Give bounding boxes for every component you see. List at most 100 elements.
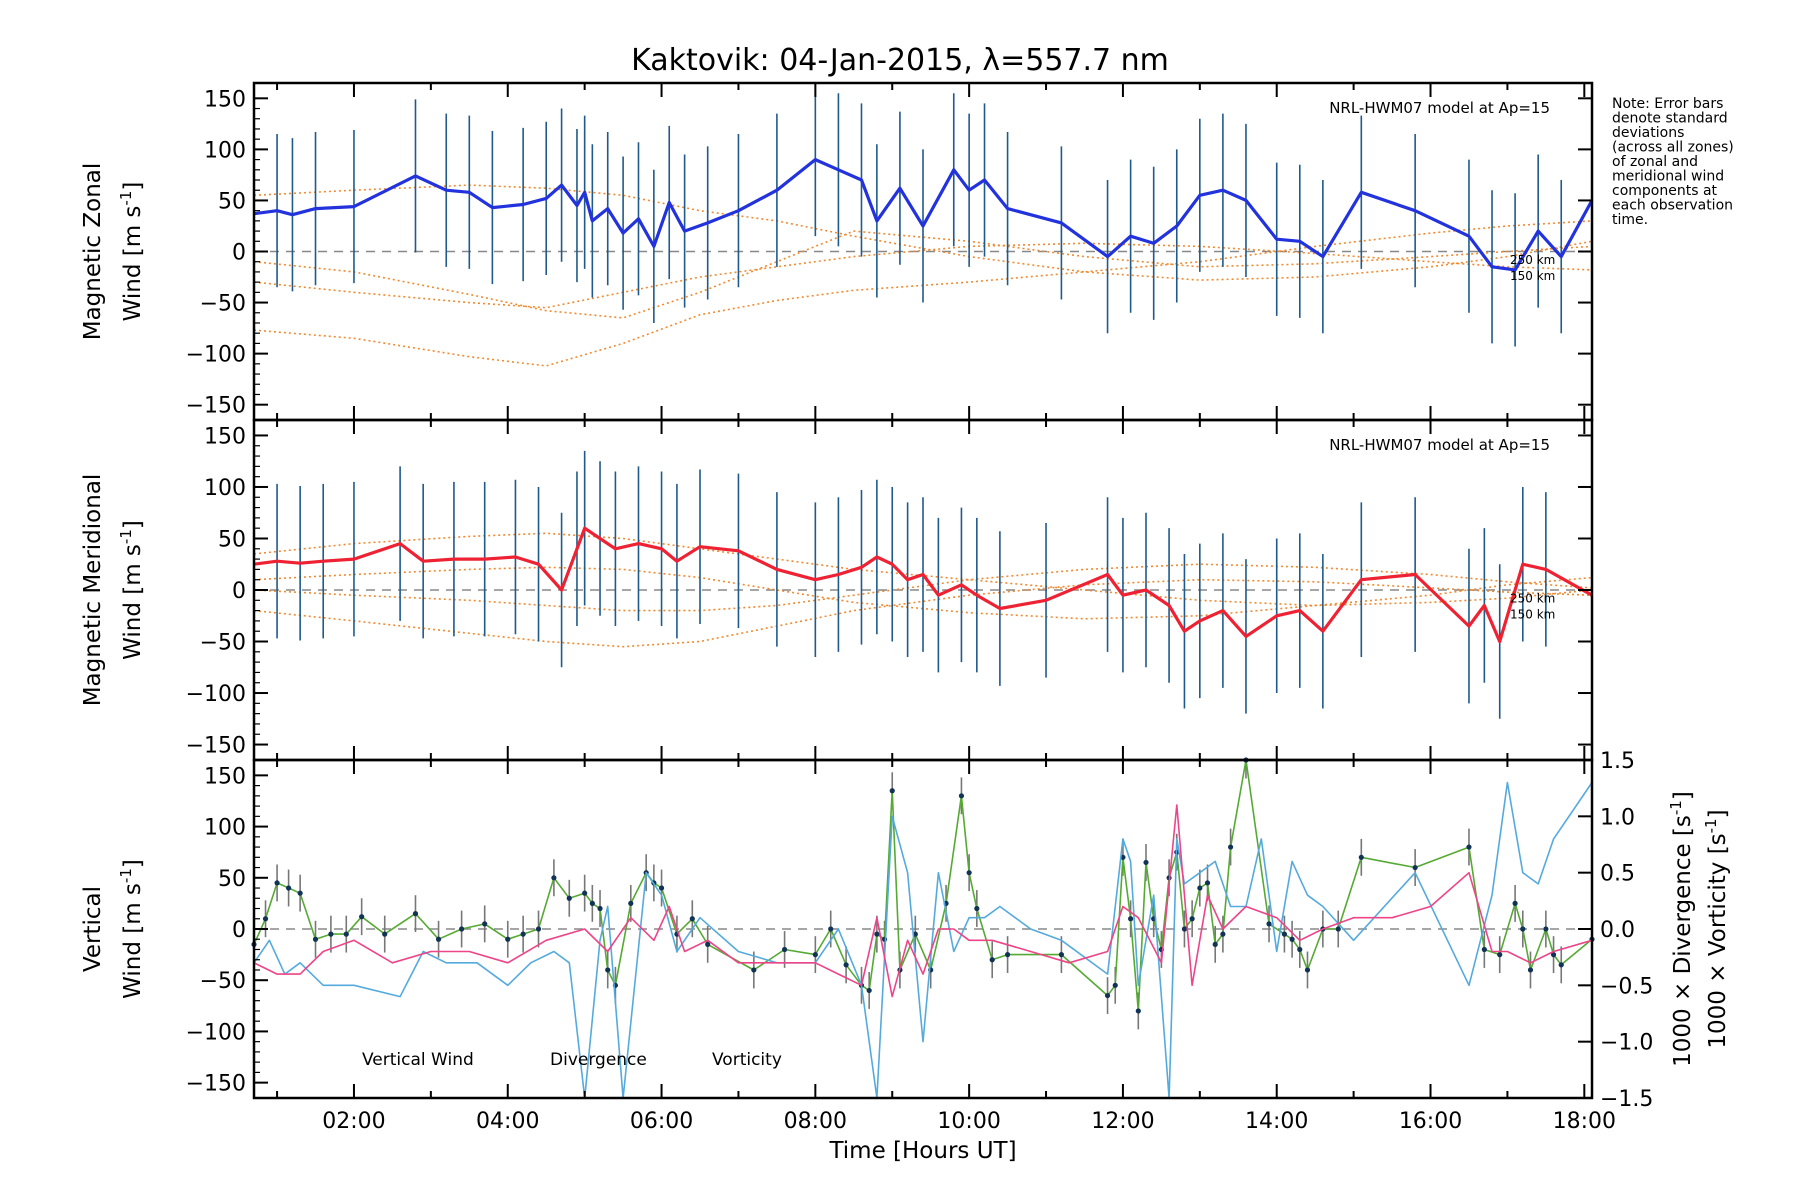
y-axis-label-line2: Wind [m s-1] — [117, 182, 146, 322]
vertical-wind-point — [1289, 936, 1295, 942]
vorticity-axis-label: 1000 × Vorticity [s-1] — [1702, 809, 1731, 1048]
vertical-wind-point — [412, 911, 419, 917]
vertical-wind-point — [274, 880, 280, 886]
y-tick-label: 100 — [204, 816, 246, 841]
vertical-wind-point — [1335, 926, 1341, 932]
vertical-wind-point — [382, 931, 388, 937]
vertical-wind-point — [1481, 946, 1487, 953]
note-line: deviations — [1612, 125, 1684, 141]
vertical-wind-point — [1297, 946, 1303, 953]
y-axis-label-wind: Wind [m s — [120, 883, 146, 999]
x-tick-label: 06:00 — [630, 1109, 693, 1134]
model-altitude-label: 150 km — [1510, 607, 1555, 621]
vorticity-series-line — [253, 804, 1593, 998]
vertical-wind-point — [889, 788, 895, 794]
wind-series-line — [253, 526, 1593, 644]
vertical-wind-point — [1197, 885, 1203, 891]
note-line: time. — [1612, 212, 1648, 228]
vertical-wind-point — [689, 916, 695, 922]
vertical-wind-point — [1220, 931, 1226, 937]
vertical-wind-point — [966, 870, 972, 876]
vertical-wind-point — [628, 900, 634, 906]
right-y-tick-label: 1.0 — [1600, 805, 1635, 830]
right-y-tick-label: −0.5 — [1600, 974, 1653, 999]
x-tick-label: 02:00 — [322, 1109, 385, 1134]
divergence-axis-label: 1000 × Divergence [s-1] — [1667, 791, 1696, 1067]
y-tick-label: 100 — [204, 476, 246, 501]
vertical-wind-point — [781, 946, 788, 953]
y-axis-label-wind: Wind [m s — [120, 544, 146, 660]
model-curve — [253, 532, 1593, 607]
y-tick-label: −100 — [186, 682, 246, 707]
vertical-wind-point — [589, 900, 595, 906]
y-axis-label-close: ] — [120, 520, 146, 529]
divergence-axis-text: 1000 × Divergence [s — [1670, 815, 1696, 1067]
vertical-wind-point — [1558, 962, 1564, 968]
vertical-wind-point — [705, 941, 711, 947]
vertical-wind-point — [1227, 844, 1234, 850]
y-axis-label-line1: Magnetic Zonal — [80, 163, 106, 341]
vertical-wind-point — [1358, 854, 1364, 860]
y-axis-label-exp: -1 — [117, 868, 135, 883]
right-y-tick-label: 0.5 — [1600, 862, 1635, 887]
meridional-wind-panel: 150 100 50 0 −50 −100 −150 Magnetic Meridional W… — [80, 418, 1594, 762]
y-tick-label: 150 — [204, 764, 246, 789]
divergence-axis-close: ] — [1670, 791, 1696, 800]
chart-title: Kaktovik: 04-Jan-2015, λ=557.7 nm — [631, 43, 1169, 78]
vertical-wind-point — [1128, 916, 1134, 922]
vorticity-axis-exp: -1 — [1702, 818, 1720, 833]
y-axis-label-wind: Wind [m s — [120, 206, 146, 322]
y-axis-label-close: ] — [120, 859, 146, 868]
vertical-wind-point — [359, 914, 365, 920]
legend-entry: Divergence — [550, 1050, 647, 1070]
vertical-wind-point — [658, 885, 665, 891]
vertical-wind-point — [505, 936, 511, 942]
vertical-wind-point — [1266, 921, 1272, 927]
y-tick-label: −150 — [186, 734, 246, 759]
vertical-wind-point — [974, 905, 980, 912]
model-curve — [253, 566, 1593, 620]
vertical-wind-point — [1281, 931, 1288, 937]
x-tick-label: 10:00 — [937, 1109, 1000, 1134]
vertical-wind-point — [1058, 952, 1065, 958]
model-curve — [253, 242, 1593, 309]
note-line: Note: Error bars — [1612, 96, 1723, 112]
y-axis-label-line2: Wind [m s-1] — [117, 520, 146, 660]
vertical-wind-point — [520, 931, 526, 937]
note-line: denote standard — [1612, 111, 1728, 127]
y-tick-label: 150 — [204, 424, 246, 449]
x-tick-label: 14:00 — [1245, 1109, 1308, 1134]
vertical-wind-point — [328, 931, 334, 937]
note-line: components at — [1612, 183, 1718, 199]
y-axis-label-exp: -1 — [117, 191, 135, 206]
vertical-wind-point — [828, 926, 834, 932]
vorticity-axis-close: ] — [1705, 809, 1731, 818]
vertical-wind-point — [1497, 952, 1503, 958]
vertical-wind-point — [566, 895, 572, 901]
x-tick-label: 12:00 — [1091, 1109, 1154, 1134]
vertical-wind-point — [1004, 952, 1011, 958]
vertical-wind-point — [435, 936, 442, 942]
vertical-wind-point — [1135, 1008, 1141, 1014]
vertical-wind-point — [551, 875, 557, 881]
y-tick-label: −100 — [186, 1020, 246, 1045]
vertical-wind-point — [1466, 844, 1472, 850]
y-tick-label: 50 — [218, 189, 246, 214]
wind-series-line — [253, 158, 1594, 272]
model-curve — [253, 563, 1593, 612]
vertical-wind-point — [1212, 941, 1218, 947]
y-tick-label: 0 — [232, 918, 246, 943]
legend-entry: Vertical Wind — [362, 1050, 474, 1070]
vorticity-axis-text: 1000 × Vorticity [s — [1705, 833, 1731, 1048]
y-tick-label: −100 — [186, 343, 246, 368]
vertical-wind-point — [597, 905, 603, 912]
right-y-tick-label: 1.5 — [1600, 749, 1635, 774]
vertical-wind-point — [866, 987, 872, 994]
vertical-wind-point — [958, 793, 965, 799]
x-tick-label: 04:00 — [476, 1109, 539, 1134]
y-tick-label: 0 — [232, 579, 246, 604]
zonal-wind-panel: 150 100 50 0 −50 −100 −150 Magnetic Zonal Wind [… — [80, 81, 1594, 422]
